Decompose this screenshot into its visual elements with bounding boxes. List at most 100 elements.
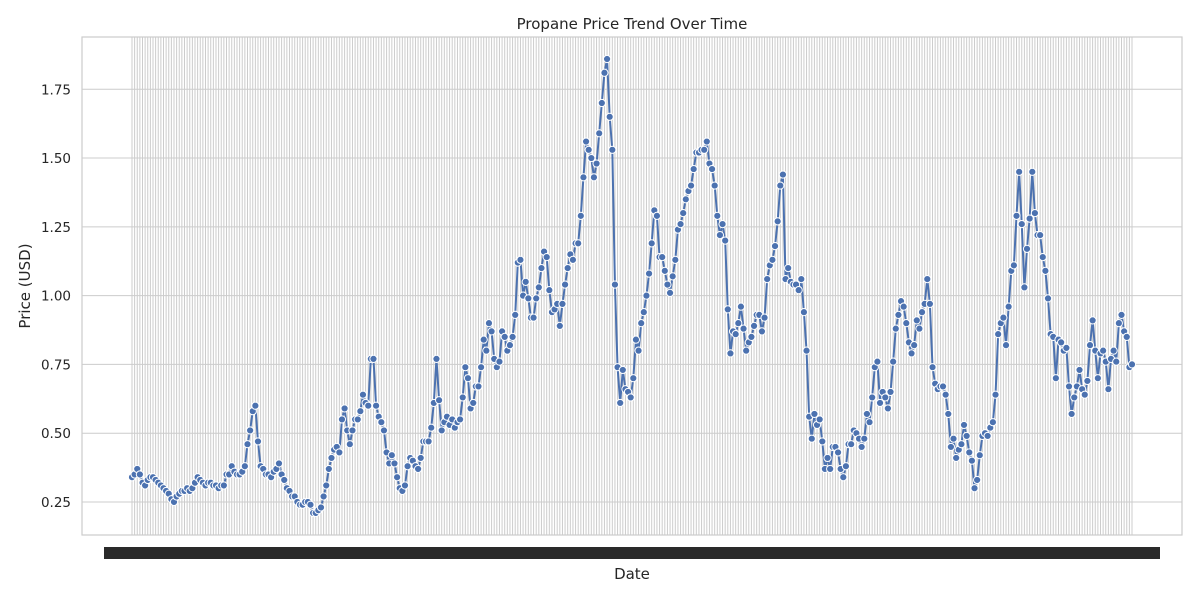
data-point xyxy=(555,321,564,330)
data-point xyxy=(841,462,851,471)
data-point xyxy=(815,415,824,424)
data-point xyxy=(618,365,627,375)
data-point xyxy=(340,404,349,413)
data-point xyxy=(988,418,997,427)
data-point xyxy=(902,319,911,328)
data-point xyxy=(757,327,767,336)
data-point xyxy=(424,437,433,446)
y-axis-label: Price (USD) xyxy=(16,243,34,328)
data-point xyxy=(280,475,289,485)
data-point xyxy=(665,288,675,297)
data-point xyxy=(723,305,732,314)
data-point xyxy=(833,448,843,457)
data-point xyxy=(1017,219,1026,229)
data-point xyxy=(637,319,646,328)
data-point xyxy=(1001,341,1011,350)
data-point xyxy=(862,409,872,419)
data-point xyxy=(500,332,509,341)
data-point xyxy=(1117,310,1126,319)
data-point xyxy=(734,319,743,328)
x-tick-labels xyxy=(104,547,1160,559)
data-point xyxy=(434,396,444,405)
y-tick-label: 0.25 xyxy=(41,495,71,511)
data-point xyxy=(608,145,617,154)
data-point xyxy=(1088,316,1097,325)
data-point xyxy=(739,324,748,333)
data-point xyxy=(487,327,496,336)
data-point xyxy=(889,357,898,366)
data-point xyxy=(508,332,517,341)
data-point xyxy=(358,390,368,399)
data-point xyxy=(970,484,979,493)
data-point xyxy=(584,145,593,154)
data-point xyxy=(135,470,144,479)
data-point xyxy=(558,299,567,308)
data-point xyxy=(595,129,604,138)
data-point xyxy=(736,302,746,311)
data-point xyxy=(823,453,832,463)
data-point xyxy=(891,324,900,333)
data-point xyxy=(944,409,953,419)
data-point xyxy=(778,170,788,179)
data-point xyxy=(563,264,572,273)
data-point xyxy=(807,434,816,443)
data-point xyxy=(868,393,877,402)
data-point xyxy=(1083,376,1092,386)
data-point xyxy=(246,426,255,435)
data-point xyxy=(461,363,470,372)
data-point xyxy=(925,299,935,308)
data-point xyxy=(810,409,819,419)
data-point xyxy=(629,374,638,383)
data-point xyxy=(626,393,635,402)
data-point xyxy=(663,280,672,289)
data-point xyxy=(676,219,685,229)
data-point xyxy=(1038,253,1047,262)
data-point xyxy=(345,440,354,449)
data-point xyxy=(671,255,680,264)
data-point xyxy=(894,310,903,319)
data-point xyxy=(865,418,874,427)
data-point xyxy=(949,434,958,443)
data-point xyxy=(631,335,641,344)
x-axis-label: Date xyxy=(614,565,650,583)
data-point xyxy=(710,181,719,190)
data-point xyxy=(747,332,756,341)
data-point xyxy=(760,313,769,322)
data-point xyxy=(644,269,654,278)
data-point xyxy=(883,404,893,413)
data-point xyxy=(973,475,982,485)
data-point xyxy=(511,310,520,319)
data-point xyxy=(915,324,924,333)
data-point xyxy=(1122,332,1131,341)
data-point xyxy=(799,308,809,317)
data-point xyxy=(1127,360,1137,369)
data-point xyxy=(784,264,793,273)
data-point xyxy=(458,393,467,402)
data-point xyxy=(686,181,696,190)
data-point xyxy=(495,357,504,366)
data-point xyxy=(857,442,866,452)
data-point xyxy=(482,346,491,355)
y-tick-label: 1.50 xyxy=(41,151,71,167)
data-point xyxy=(1080,390,1089,399)
data-point xyxy=(907,349,916,358)
data-point xyxy=(634,346,643,355)
data-point xyxy=(1030,208,1039,218)
data-point xyxy=(642,291,651,300)
data-point xyxy=(1067,409,1076,419)
data-point xyxy=(991,390,1000,399)
y-tick-label: 1.75 xyxy=(41,82,71,98)
data-point xyxy=(1114,319,1123,328)
data-point xyxy=(319,492,328,501)
data-point xyxy=(999,313,1008,322)
data-point xyxy=(718,219,727,229)
y-tick-label: 1.25 xyxy=(41,220,71,236)
data-point xyxy=(826,464,835,474)
data-point xyxy=(455,415,465,424)
data-point xyxy=(1062,343,1071,353)
data-point xyxy=(1020,283,1029,292)
data-point xyxy=(1099,346,1108,355)
data-point xyxy=(763,275,772,284)
data-point xyxy=(581,137,591,146)
data-point xyxy=(610,280,620,289)
